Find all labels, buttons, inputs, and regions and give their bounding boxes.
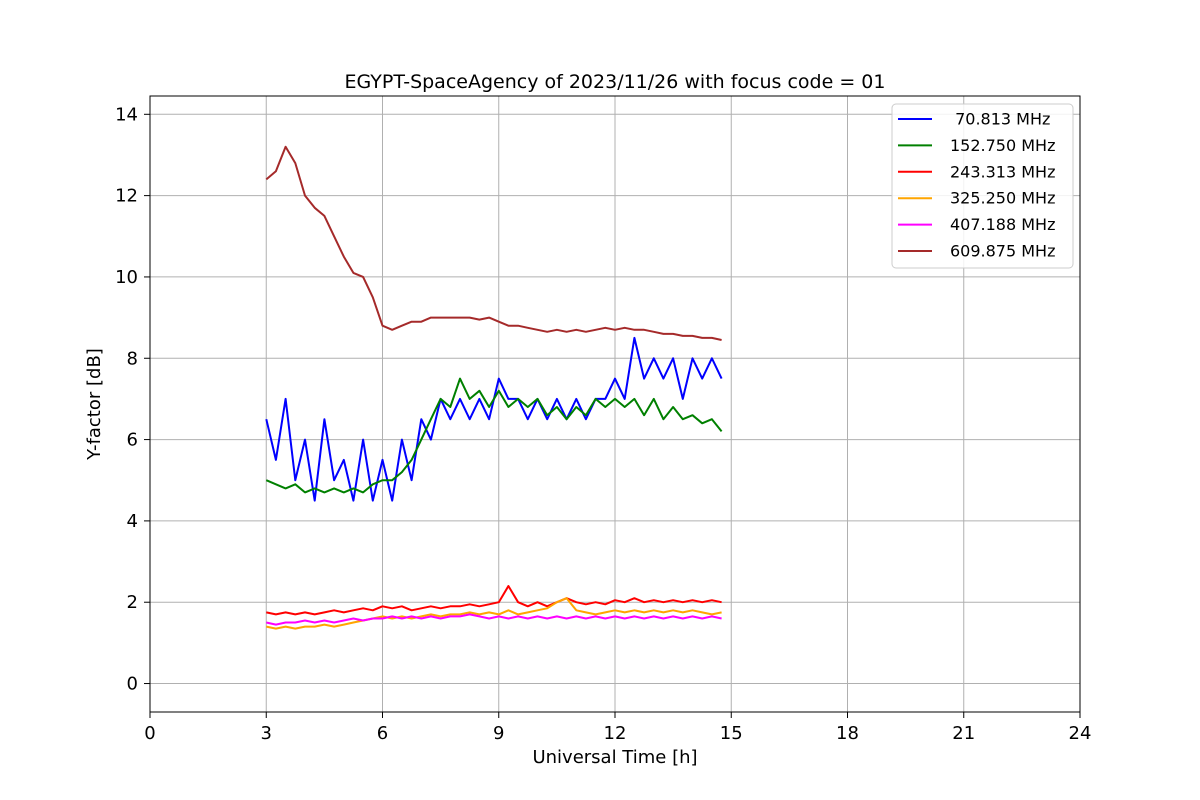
y-tick-label: 14 [115,104,138,125]
legend: 70.813 MHz 152.750 MHz 243.313 MHz 325.250 … [891,103,1074,269]
series-line-4 [266,597,722,630]
x-tick-label: 9 [493,723,504,744]
y-tick-label: 4 [127,511,138,532]
series-lines [265,145,723,630]
series-line-3 [266,585,722,616]
x-axis-label: Universal Time [h] [532,747,697,768]
legend-label-2: 152.750 MHz [950,136,1055,155]
x-tick-label: 24 [1069,723,1092,744]
y-tick-label: 2 [127,592,138,613]
series-line-6 [265,145,722,341]
y-tick-label: 12 [115,186,138,207]
x-tick-label: 18 [836,723,859,744]
y-tick-label: 0 [127,674,138,695]
legend-label-5: 407.188 MHz [950,215,1055,234]
x-tick-label: 12 [604,723,627,744]
legend-label-1: 70.813 MHz [950,110,1050,129]
chart-title: EGYPT-SpaceAgency of 2023/11/26 with foc… [345,71,886,93]
x-tick-label: 15 [720,723,743,744]
legend-box [891,103,1074,269]
x-tick-label: 0 [144,723,155,744]
y-axis-label: Y-factor [dB] [84,348,105,461]
legend-label-4: 325.250 MHz [950,189,1055,208]
y-tick-label: 6 [127,430,138,451]
series-line-5 [266,613,722,626]
y-tick-label: 8 [127,348,138,369]
legend-label-6: 609.875 MHz [950,242,1055,261]
y-tick-label: 10 [115,267,138,288]
legend-label-3: 243.313 MHz [950,162,1055,181]
x-tick-label: 6 [377,723,388,744]
series-line-2 [265,377,723,494]
x-tick-label: 21 [952,723,975,744]
x-tick-label: 3 [261,723,272,744]
